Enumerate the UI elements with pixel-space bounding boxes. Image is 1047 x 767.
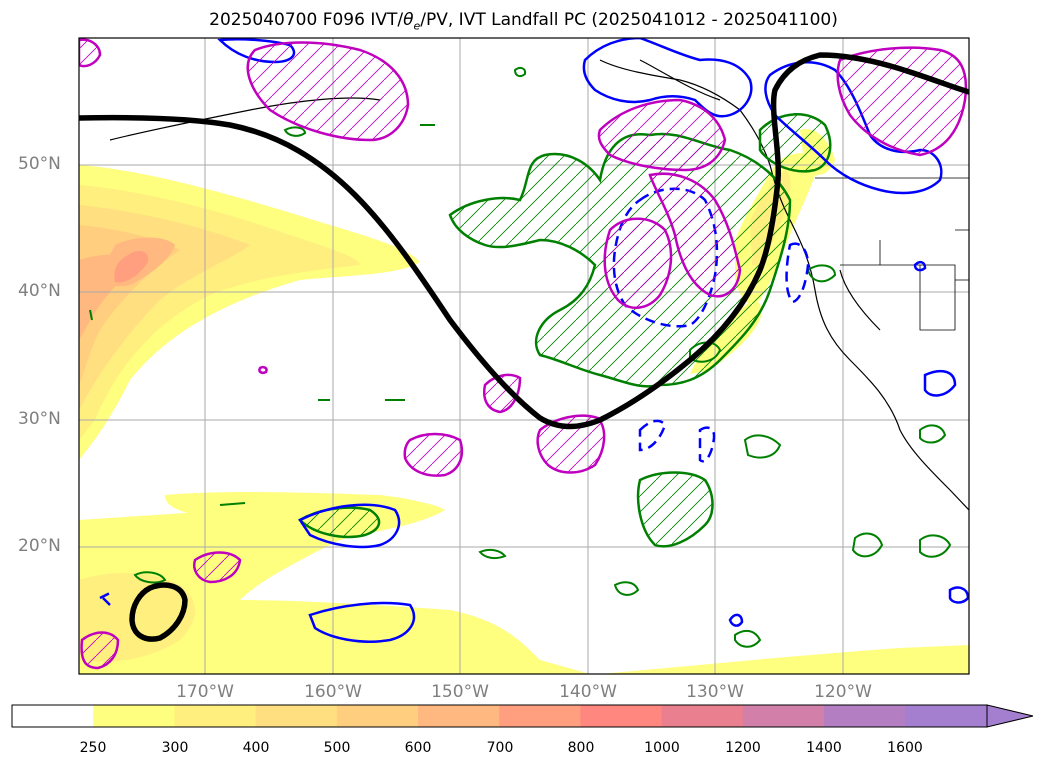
colorbar-swatch (255, 705, 338, 727)
map-title: 2025040700 F096 IVT/θe/PV, IVT Landfall … (209, 10, 838, 33)
lat-label-20n: 20°N (18, 536, 61, 556)
theta-e-small-contours (89, 66, 952, 648)
colorbar-tick: 600 (404, 740, 432, 756)
lat-label-50n: 50°N (18, 154, 61, 174)
lon-label-150w: 150°W (431, 682, 489, 702)
ivt-shading (79, 129, 969, 674)
lon-label-130w: 130°W (686, 682, 744, 702)
colorbar-swatch (499, 705, 581, 727)
colorbar-swatch (418, 705, 500, 727)
map-panel (78, 37, 970, 675)
colorbar-swatch (580, 705, 663, 727)
colorbar-swatch (12, 705, 94, 727)
lon-label-140w: 140°W (559, 682, 617, 702)
pv-hatched-contours (79, 38, 968, 670)
colorbar-swatch (93, 705, 175, 727)
colorbar-swatch (824, 705, 906, 727)
lon-label-170w: 170°W (176, 682, 234, 702)
colorbar-swatch (661, 705, 744, 727)
colorbar-tick: 1000 (644, 740, 680, 756)
colorbar-tick: 700 (486, 740, 514, 756)
colorbar-swatch (905, 705, 987, 727)
ivt-colorbar (11, 704, 1034, 728)
map-frame (78, 37, 970, 675)
colorbar-tick: 1200 (725, 740, 761, 756)
colorbar-swatch (742, 705, 825, 727)
colorbar-tick: 250 (79, 740, 107, 756)
colorbar-extend-arrow (986, 704, 1034, 728)
colorbar-swatch (174, 705, 257, 727)
colorbar-tick: 300 (161, 740, 189, 756)
colorbar-tick: 500 (323, 740, 351, 756)
colorbar-frame (11, 704, 988, 728)
colorbar-tick: 800 (567, 740, 595, 756)
colorbar-tick: 400 (242, 740, 270, 756)
colorbar-tick: 1600 (887, 740, 923, 756)
lon-label-120w: 120°W (814, 682, 872, 702)
lat-label-40n: 40°N (18, 281, 61, 301)
pc-contours (79, 52, 969, 642)
colorbar-tick: 1400 (806, 740, 842, 756)
colorbar-swatch (336, 705, 419, 727)
lon-label-160w: 160°W (304, 682, 362, 702)
lat-label-30n: 30°N (18, 409, 61, 429)
